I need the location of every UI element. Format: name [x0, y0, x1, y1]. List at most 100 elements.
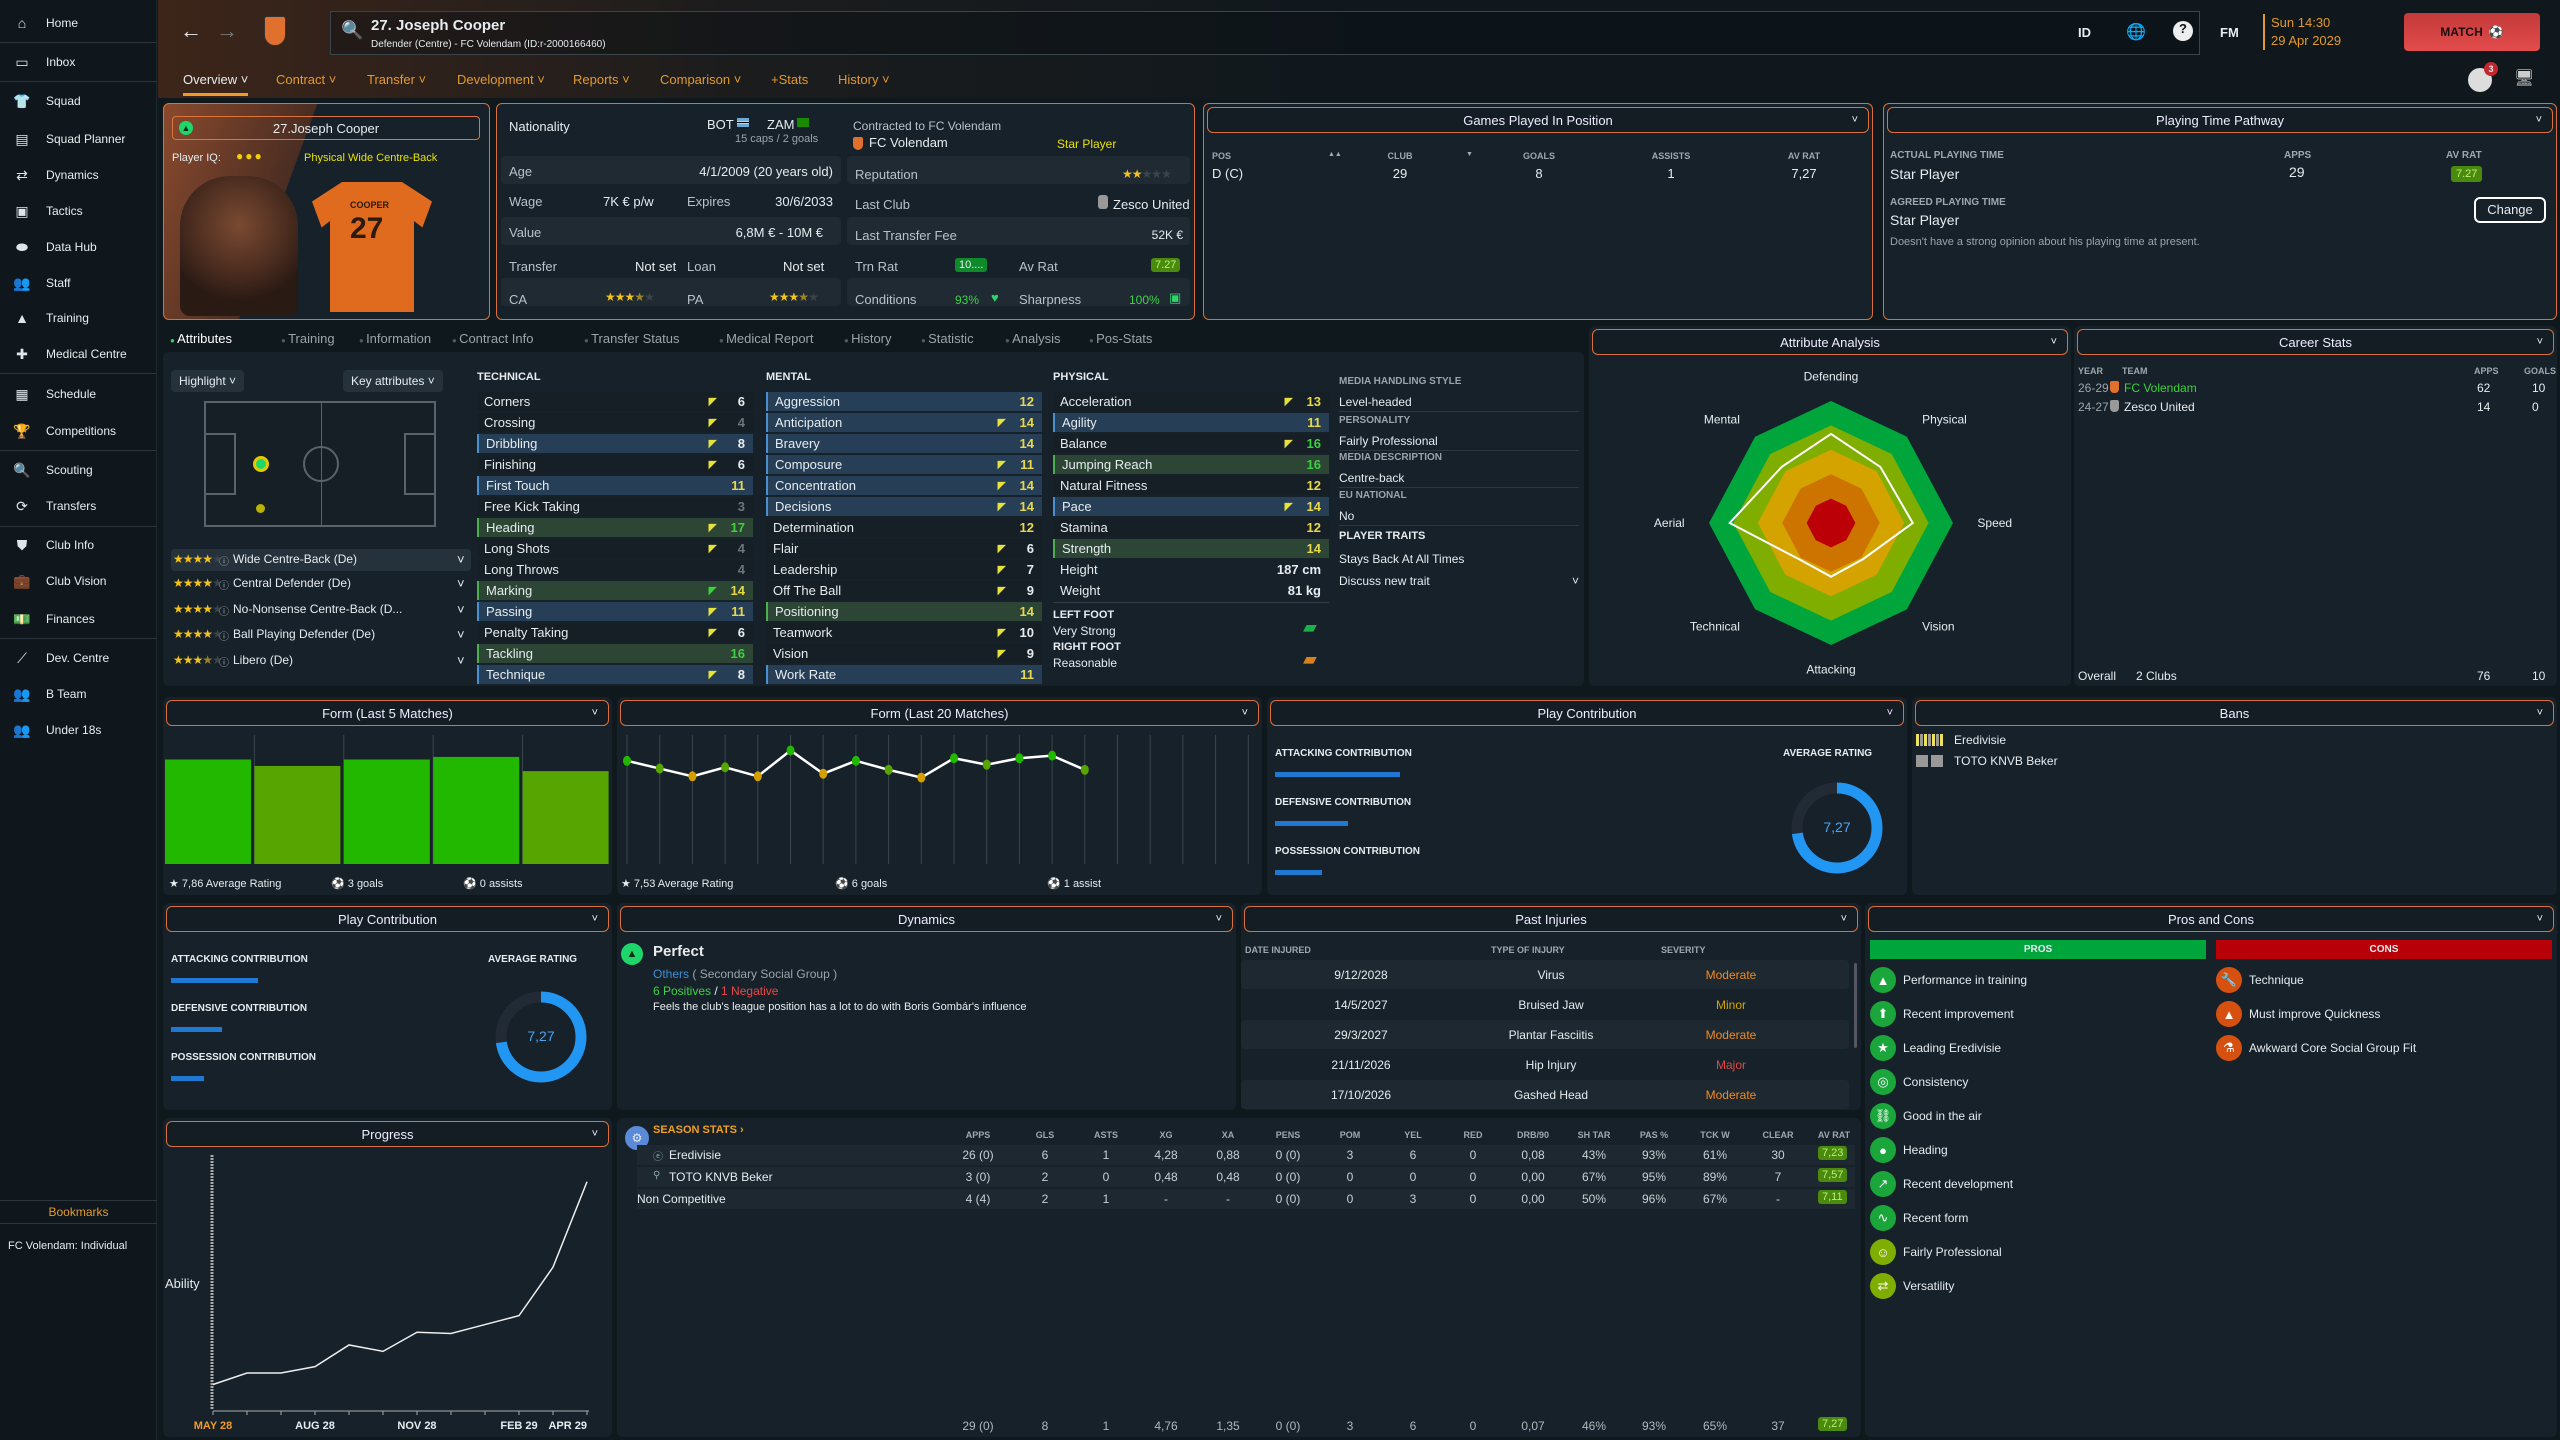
- form-last-20-dropdown[interactable]: Form (Last 20 Matches) ˅: [620, 700, 1259, 726]
- attribute-row[interactable]: Corners ◤ 6: [477, 392, 753, 411]
- nav-tab[interactable]: Contract ˅: [276, 72, 337, 87]
- tab-pos-stats[interactable]: ● Pos-Stats: [1089, 331, 1152, 346]
- club-badge-icon[interactable]: [264, 16, 286, 46]
- sidebar-item-club-info[interactable]: ⛊ Club Info: [0, 530, 157, 560]
- nav-tab[interactable]: Transfer ˅: [367, 72, 427, 87]
- nav-tab[interactable]: Overview ˅: [183, 72, 249, 96]
- attribute-row[interactable]: First Touch 11: [477, 476, 753, 495]
- column-header[interactable]: RED: [1463, 1130, 1483, 1140]
- tab-statistic[interactable]: ● Statistic: [921, 331, 974, 346]
- sidebar-item-dev-centre[interactable]: ⟋ Dev. Centre: [0, 643, 157, 673]
- nav-tab[interactable]: History ˅: [838, 72, 890, 87]
- attribute-row[interactable]: Technique ◤ 8: [477, 665, 753, 684]
- id-button[interactable]: ID: [2078, 25, 2091, 40]
- scrollbar[interactable]: [1854, 963, 1857, 1048]
- forward-arrow-icon[interactable]: →: [216, 18, 238, 43]
- attribute-row[interactable]: Work Rate 11: [766, 665, 1042, 684]
- column-header[interactable]: GLS: [1035, 1130, 1055, 1140]
- monitor-icon[interactable]: 🖥: [2514, 70, 2535, 87]
- form-last-5-dropdown[interactable]: Form (Last 5 Matches) ˅: [166, 700, 609, 726]
- column-header[interactable]: POS: [1212, 151, 1232, 161]
- column-header[interactable]: DRB/90: [1516, 1130, 1549, 1140]
- column-header[interactable]: APPS: [965, 1130, 991, 1140]
- column-header[interactable]: AV RAT: [1817, 1130, 1851, 1140]
- play-contribution-dropdown[interactable]: Play Contribution ˅: [166, 906, 609, 932]
- nav-tab[interactable]: +Stats: [771, 72, 809, 87]
- column-header[interactable]: ASTS: [1093, 1130, 1118, 1140]
- sidebar-item-under-18s[interactable]: 👥 Under 18s: [0, 715, 157, 745]
- role-row[interactable]: ★★★★★ ⓘ Central Defender (De) ˅: [171, 573, 471, 595]
- attribute-row[interactable]: Strength 14: [1053, 539, 1329, 558]
- season-stats-link[interactable]: SEASON STATS ›: [653, 1124, 744, 1136]
- attribute-row[interactable]: Teamwork ◤ 10: [766, 623, 1042, 642]
- bans-dropdown[interactable]: Bans ˅: [1915, 700, 2554, 726]
- attribute-row[interactable]: Bravery 14: [766, 434, 1042, 453]
- attribute-row[interactable]: Anticipation ◤ 14: [766, 413, 1042, 432]
- column-header[interactable]: PAS %: [1639, 1130, 1669, 1140]
- attribute-row[interactable]: Aggression 12: [766, 392, 1042, 411]
- career-team[interactable]: FC Volendam: [2124, 381, 2197, 395]
- help-icon[interactable]: ?: [2173, 21, 2193, 41]
- injury-row[interactable]: 21/11/2026 Hip Injury Major: [1241, 1050, 1849, 1079]
- attribute-row[interactable]: Balance ◤ 16: [1053, 434, 1329, 453]
- attribute-row[interactable]: Off The Ball ◤ 9: [766, 581, 1042, 600]
- sidebar-item-transfers[interactable]: ⟳ Transfers: [0, 491, 157, 521]
- attribute-row[interactable]: Vision ◤ 9: [766, 644, 1042, 663]
- club-name[interactable]: FC Volendam: [869, 135, 948, 150]
- injury-row[interactable]: 14/5/2027 Bruised Jaw Minor: [1241, 990, 1849, 1019]
- attribute-row[interactable]: Leadership ◤ 7: [766, 560, 1042, 579]
- sidebar-item-squad-planner[interactable]: ▤ Squad Planner: [0, 124, 157, 154]
- tab-medical-report[interactable]: ● Medical Report: [719, 331, 814, 346]
- attribute-row[interactable]: Penalty Taking ◤ 6: [477, 623, 753, 642]
- season-stats-row[interactable]: [637, 1189, 1855, 1209]
- sidebar-item-schedule[interactable]: ▦ Schedule: [0, 379, 157, 409]
- tab-information[interactable]: ● Information: [359, 331, 431, 346]
- injury-row[interactable]: 17/10/2026 Gashed Head Moderate: [1241, 1080, 1849, 1109]
- attribute-row[interactable]: Stamina 12: [1053, 518, 1329, 537]
- change-button[interactable]: Change: [2474, 197, 2546, 223]
- nav-tab[interactable]: Development ˅: [457, 72, 545, 87]
- fm-button[interactable]: FM: [2220, 25, 2239, 40]
- attribute-row[interactable]: Jumping Reach 16: [1053, 455, 1329, 474]
- injury-row[interactable]: 9/12/2028 Virus Moderate: [1241, 960, 1849, 989]
- tab-training[interactable]: ● Training: [281, 331, 335, 346]
- attribute-analysis-dropdown[interactable]: Attribute Analysis ˅: [1592, 329, 2068, 355]
- attribute-row[interactable]: Natural Fitness 12: [1053, 476, 1329, 495]
- sidebar-item-inbox[interactable]: ▭ Inbox: [0, 47, 157, 77]
- attribute-row[interactable]: Agility 11: [1053, 413, 1329, 432]
- sidebar-item-staff[interactable]: 👥 Staff: [0, 268, 157, 298]
- column-header[interactable]: XG: [1159, 1130, 1173, 1140]
- bookmark-item[interactable]: FC Volendam: Individual: [8, 1240, 128, 1252]
- tab-attributes[interactable]: ● Attributes: [170, 331, 232, 346]
- attribute-row[interactable]: Decisions ◤ 14: [766, 497, 1042, 516]
- tab-transfer-status[interactable]: ● Transfer Status: [584, 331, 679, 346]
- pros-cons-dropdown[interactable]: Pros and Cons ˅: [1868, 906, 2554, 932]
- attribute-row[interactable]: Positioning 14: [766, 602, 1042, 621]
- attribute-row[interactable]: Passing ◤ 11: [477, 602, 753, 621]
- sidebar-item-home[interactable]: ⌂ Home: [0, 8, 157, 38]
- competition-name[interactable]: TOTO KNVB Beker: [669, 1170, 773, 1184]
- date-time[interactable]: Sun 14:30 29 Apr 2029: [2263, 14, 2341, 50]
- attribute-row[interactable]: Tackling 16: [477, 644, 753, 663]
- social-group-name[interactable]: Others: [653, 967, 690, 981]
- injury-row[interactable]: 29/3/2027 Plantar Fasciitis Moderate: [1241, 1020, 1849, 1049]
- tab-history[interactable]: ● History: [844, 331, 892, 346]
- column-header[interactable]: XA: [1221, 1130, 1235, 1140]
- competition-name[interactable]: Eredivisie: [669, 1148, 722, 1162]
- column-header[interactable]: CLEAR: [1762, 1130, 1794, 1140]
- sidebar-item-finances[interactable]: 💵 Finances: [0, 604, 157, 634]
- globe-icon[interactable]: 🌐: [2126, 24, 2146, 41]
- column-header[interactable]: GOALS: [1522, 151, 1555, 161]
- attribute-row[interactable]: Long Throws 4: [477, 560, 753, 579]
- column-header[interactable]: POM: [1339, 1130, 1361, 1140]
- highlight-button[interactable]: Highlight ˅: [171, 370, 245, 392]
- playing-time-dropdown[interactable]: Playing Time Pathway ˅: [1887, 107, 2553, 133]
- sidebar-item-data-hub[interactable]: ⬬ Data Hub: [0, 232, 157, 262]
- past-injuries-dropdown[interactable]: Past Injuries ˅: [1244, 906, 1858, 932]
- sidebar-item-competitions[interactable]: 🏆 Competitions: [0, 416, 157, 446]
- season-stats-row[interactable]: [637, 1167, 1855, 1187]
- attribute-row[interactable]: Determination 12: [766, 518, 1042, 537]
- column-header[interactable]: PENS: [1275, 1130, 1301, 1140]
- attribute-row[interactable]: Heading ◤ 17: [477, 518, 753, 537]
- tab-contract-info[interactable]: ● Contract Info: [452, 331, 534, 346]
